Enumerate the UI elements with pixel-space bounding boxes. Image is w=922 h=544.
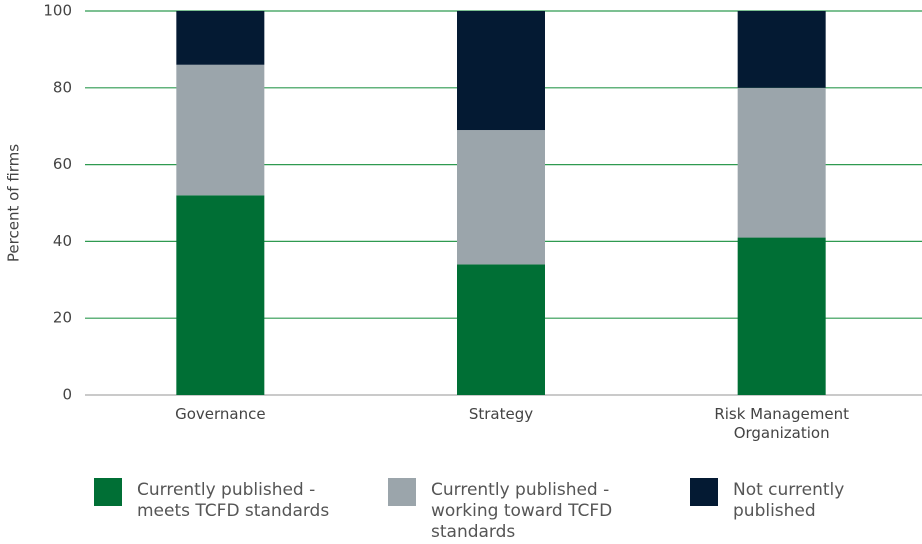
bar-segment: [176, 195, 265, 395]
legend-swatch: [388, 478, 416, 506]
y-tick-label: 20: [53, 309, 72, 327]
legend-swatch: [690, 478, 718, 506]
x-tick-label: Governance: [175, 405, 266, 423]
bar-segment: [457, 130, 545, 265]
bar-segment: [457, 11, 545, 131]
bar-segment: [457, 264, 545, 395]
bar-segment: [737, 237, 826, 395]
y-tick-label: 60: [53, 155, 72, 173]
legend-label: Currently published - meets TCFD standar…: [137, 480, 330, 521]
legend-swatch: [94, 478, 122, 506]
legend-label: Currently published - working toward TCF…: [431, 480, 613, 542]
y-tick-label: 0: [62, 386, 72, 404]
bar-segment: [176, 11, 265, 65]
bar-segment: [737, 87, 826, 238]
legend-label: Not currently published: [733, 480, 845, 521]
y-tick-label: 40: [53, 232, 72, 250]
y-tick-label: 100: [43, 2, 72, 20]
y-tick-label: 80: [53, 78, 72, 96]
bar-segment: [737, 11, 826, 88]
x-tick-label: Risk Management Organization: [714, 405, 849, 442]
y-axis-label: Percent of firms: [5, 144, 23, 262]
bar-segment: [176, 64, 265, 196]
x-tick-label: Strategy: [468, 405, 534, 423]
